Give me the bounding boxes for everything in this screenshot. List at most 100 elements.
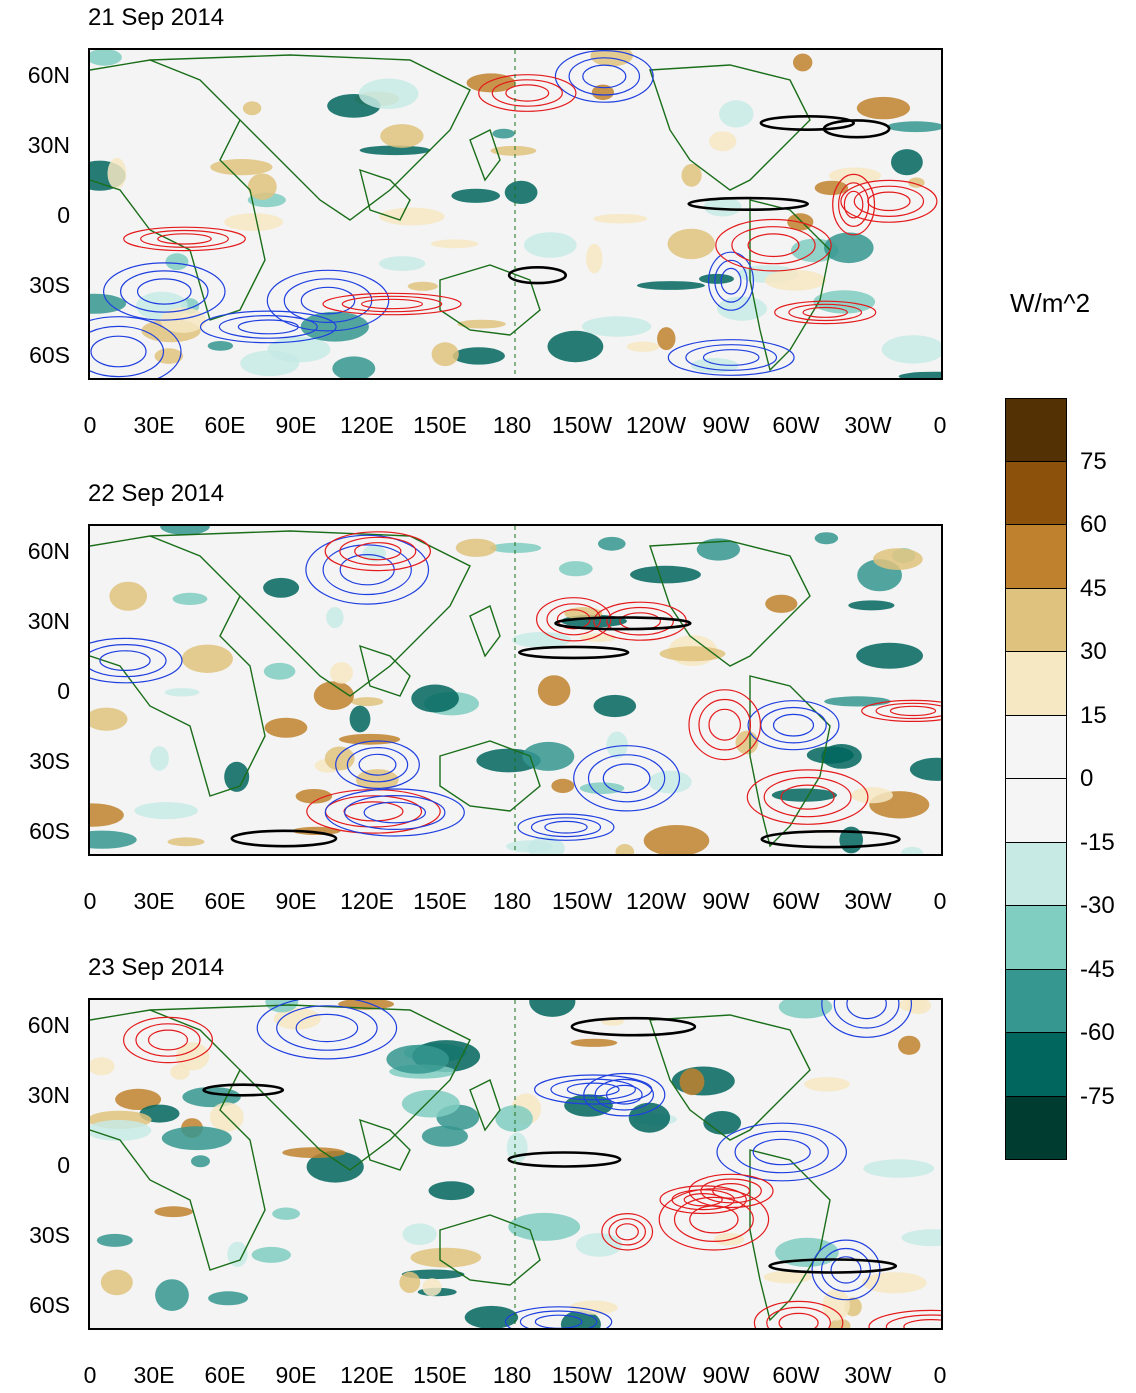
colorbar-tick-label: -60	[1080, 1019, 1115, 1046]
negative-contour	[602, 763, 651, 794]
threshold-contour	[768, 1258, 898, 1274]
map-svg	[90, 526, 941, 854]
map-plot	[88, 524, 943, 856]
lat-tick-label: 30N	[27, 1082, 70, 1108]
positive-contour	[853, 185, 925, 217]
lat-tick-label: 30N	[27, 608, 70, 634]
anomaly-shading	[679, 1068, 705, 1096]
threshold-contour	[759, 115, 855, 132]
lon-tick-label: 150E	[413, 1362, 467, 1388]
anomaly-shading	[881, 335, 941, 364]
anomaly-shading	[579, 633, 617, 642]
anomaly-shading	[856, 642, 923, 669]
coastline	[649, 1014, 811, 1141]
map-plot	[88, 998, 943, 1330]
positive-contour	[715, 218, 832, 272]
colorbar-box	[1005, 1033, 1067, 1097]
colorbar-box	[1005, 588, 1067, 652]
lon-tick-label: 120W	[625, 412, 687, 438]
threshold-contour	[687, 196, 810, 211]
anomaly-shading	[407, 281, 438, 291]
anomaly-shading	[240, 350, 300, 377]
anomaly-shading	[703, 1111, 742, 1135]
anomaly-shading	[628, 1102, 671, 1133]
lon-tick-label: 30W	[844, 888, 892, 914]
anomaly-shading	[643, 825, 710, 854]
positive-contour	[546, 603, 602, 636]
negative-contour	[587, 754, 666, 803]
negative-contour	[90, 644, 167, 678]
lon-tick-label: 0	[933, 412, 947, 438]
colorbar-box	[1005, 525, 1067, 589]
anomaly-shading	[771, 788, 838, 802]
anomaly-shading	[422, 1278, 442, 1296]
anomaly-shading	[648, 770, 692, 794]
negative-contour	[218, 315, 318, 339]
lat-tick-label: 0	[57, 678, 70, 704]
positive-contour	[123, 226, 246, 252]
positive-contour	[608, 1218, 647, 1246]
anomaly-shading	[814, 180, 849, 196]
positive-contour	[868, 1309, 941, 1328]
coastline	[439, 1214, 541, 1286]
anomaly-shading	[681, 163, 702, 187]
anomaly-shading	[134, 802, 198, 820]
negative-contour	[821, 1000, 912, 1038]
lon-tick-label: 120E	[340, 412, 394, 438]
negative-contour	[305, 534, 430, 605]
lon-tick-label: 90E	[275, 888, 317, 914]
anomaly-shading	[356, 769, 399, 791]
coastline	[149, 54, 471, 221]
anomaly-shading	[170, 1064, 190, 1080]
threshold-contour	[518, 645, 630, 660]
negative-contour	[90, 335, 147, 368]
anomaly-shading	[524, 232, 577, 258]
anomaly-shading	[324, 746, 355, 771]
positive-contour	[673, 1196, 754, 1242]
lat-tick-label: 60N	[27, 1012, 70, 1038]
colorbar-box	[1005, 461, 1067, 525]
anomaly-shading	[598, 536, 626, 551]
lon-tick-label: 120W	[625, 888, 687, 914]
lat-tick-label: 0	[57, 1152, 70, 1178]
positive-contour	[802, 306, 849, 318]
anomaly-shading	[851, 787, 893, 804]
anomaly-shading	[359, 145, 431, 156]
anomaly-shading	[504, 180, 538, 204]
threshold-contour	[554, 616, 692, 631]
positive-contour	[658, 1188, 770, 1251]
negative-contour	[594, 1078, 654, 1111]
negative-contour	[752, 1138, 811, 1166]
anomaly-shading	[558, 561, 593, 577]
threshold-contour	[507, 266, 568, 285]
threshold-contour	[202, 1083, 285, 1097]
anomaly-shading	[109, 581, 147, 611]
positive-contour	[601, 1213, 654, 1251]
coastline	[90, 59, 266, 321]
anomaly-shading	[401, 1089, 460, 1118]
colorbar-box	[1005, 779, 1067, 843]
positive-contour	[341, 295, 443, 313]
anomaly-shading	[306, 1151, 364, 1183]
coastline	[149, 530, 471, 697]
lon-tick-label: 150W	[551, 412, 613, 438]
anomaly-shading	[512, 632, 571, 648]
lat-tick-label: 60N	[27, 538, 70, 564]
lat-tick-label: 30S	[29, 1222, 70, 1248]
anomaly-shading	[699, 273, 734, 284]
colorbar-tick-label: -45	[1080, 955, 1115, 983]
lon-tick-label: 90E	[275, 1362, 317, 1388]
anomaly-shading	[814, 532, 839, 545]
negative-contour	[90, 325, 165, 378]
anomaly-shading	[626, 341, 660, 352]
anomaly-shading	[160, 526, 210, 535]
negative-contour	[99, 650, 151, 672]
anomaly-shading	[172, 592, 208, 605]
negative-contour	[716, 1122, 847, 1182]
positive-contour	[753, 1300, 844, 1328]
lon-tick-label: 150E	[413, 888, 467, 914]
lon-tick-label: 30E	[133, 1362, 175, 1388]
positive-contour	[843, 190, 864, 219]
colorbar-tick-label: 15	[1080, 701, 1107, 729]
colorbar-box	[1005, 715, 1067, 779]
